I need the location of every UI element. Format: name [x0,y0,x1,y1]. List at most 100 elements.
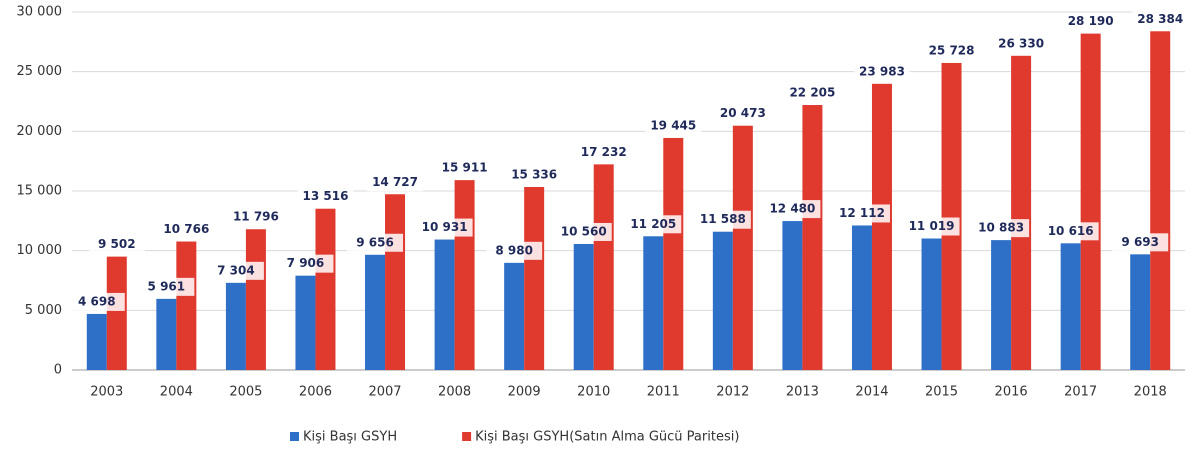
y-tick-label: 20 000 [17,124,63,139]
y-tick-label: 0 [54,363,62,378]
x-tick-label: 2009 [508,385,541,400]
bar [782,221,803,370]
value-label: 11 205 [630,217,676,231]
bar [593,164,614,370]
value-label: 14 727 [372,175,418,189]
bar [871,83,892,371]
y-tick-label: 15 000 [17,184,63,199]
value-label-bg [1132,10,1189,29]
value-label-bg [416,218,473,237]
value-label: 28 384 [1137,12,1183,26]
x-tick-label: 2016 [995,385,1028,400]
x-tick-label: 2014 [855,385,888,400]
bar [106,256,127,370]
value-label: 15 336 [511,167,557,181]
value-label-bg [486,241,543,260]
value-label: 20 473 [720,106,766,120]
value-label-bg [436,159,493,178]
bar [921,238,942,370]
value-label: 9 656 [356,235,394,249]
bar [385,194,406,370]
value-label-bg [833,204,890,223]
bar [1060,243,1081,370]
bar [176,241,197,370]
value-label: 23 983 [859,64,905,78]
legend-label: Kişi Başı GSYH(Satın Alma Gücü Paritesi) [475,430,739,445]
value-label-bg [68,292,125,311]
legend-label: Kişi Başı GSYH [303,430,397,445]
value-label-bg [1112,233,1169,252]
value-label-bg [506,165,563,184]
bar [1130,254,1151,370]
bar [504,262,525,370]
value-label: 28 190 [1068,14,1114,28]
value-label: 10 931 [422,220,468,234]
x-tick-label: 2003 [90,385,123,400]
value-label-bg [347,233,404,252]
value-label: 11 019 [909,219,955,233]
x-tick-label: 2015 [925,385,958,400]
bar [315,208,336,370]
bar [365,254,386,370]
bar [86,313,107,370]
x-tick-label: 2017 [1064,385,1097,400]
value-label: 10 616 [1048,224,1094,238]
x-tick-label: 2010 [577,385,610,400]
value-label: 10 883 [978,221,1024,235]
value-label-bg [625,215,682,234]
value-label-bg [993,34,1050,53]
value-label-bg [227,208,284,227]
value-label: 7 304 [217,263,255,277]
value-label-bg [367,173,424,192]
bar [156,298,177,370]
x-tick-label: 2011 [647,385,680,400]
value-label-bg [1062,12,1119,31]
y-tick-label: 5 000 [25,303,62,318]
x-tick-label: 2007 [368,385,401,400]
bar [1150,31,1171,370]
bar [991,240,1012,370]
value-label-bg [158,220,215,239]
value-label: 19 445 [650,118,696,132]
value-label: 9 502 [98,237,136,251]
bar [573,243,594,370]
value-label-bg [784,84,841,103]
bar [524,186,545,370]
value-label-bg [555,222,612,241]
value-label-bg [973,219,1030,238]
bar [851,225,872,370]
value-label: 13 516 [303,189,349,203]
bar [712,231,733,370]
value-label-bg [138,277,195,296]
value-label-bg [714,104,771,123]
value-label: 12 112 [839,206,885,220]
bar [1080,33,1101,370]
bar [802,105,823,371]
value-label-bg [694,210,751,229]
bar [454,180,475,370]
x-tick-label: 2006 [299,385,332,400]
bar [245,229,266,370]
value-label: 10 560 [561,224,607,238]
value-label: 12 480 [769,202,815,216]
bar [941,62,962,371]
bar [225,282,246,370]
x-tick-label: 2005 [229,385,262,400]
value-label-bg [207,261,264,280]
value-label: 17 232 [581,145,627,159]
bar [434,239,455,370]
bar [663,137,684,370]
value-label: 9 693 [1121,235,1159,249]
value-label: 22 205 [789,86,835,100]
value-label: 10 766 [163,222,209,236]
bar [1011,55,1032,370]
value-label-bg [903,217,960,236]
legend-swatch [462,432,472,441]
value-label: 11 796 [233,210,279,224]
value-label: 25 728 [929,43,975,57]
x-tick-label: 2018 [1134,385,1167,400]
value-label: 26 330 [998,36,1044,50]
value-label-bg [1042,222,1099,241]
bar [643,236,664,370]
